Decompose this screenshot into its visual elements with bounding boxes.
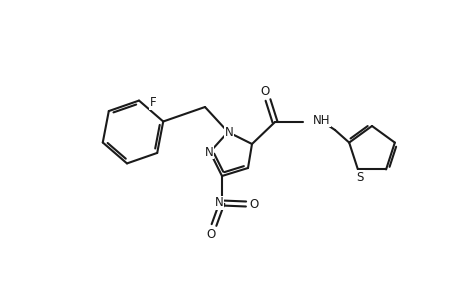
Text: N: N <box>204 146 213 158</box>
Text: O: O <box>249 197 258 211</box>
Text: F: F <box>150 96 157 109</box>
Text: O: O <box>260 85 269 98</box>
Text: N: N <box>224 125 233 139</box>
Text: S: S <box>355 171 363 184</box>
Text: N: N <box>214 196 223 209</box>
Text: O: O <box>206 227 215 241</box>
Text: NH: NH <box>312 113 330 127</box>
